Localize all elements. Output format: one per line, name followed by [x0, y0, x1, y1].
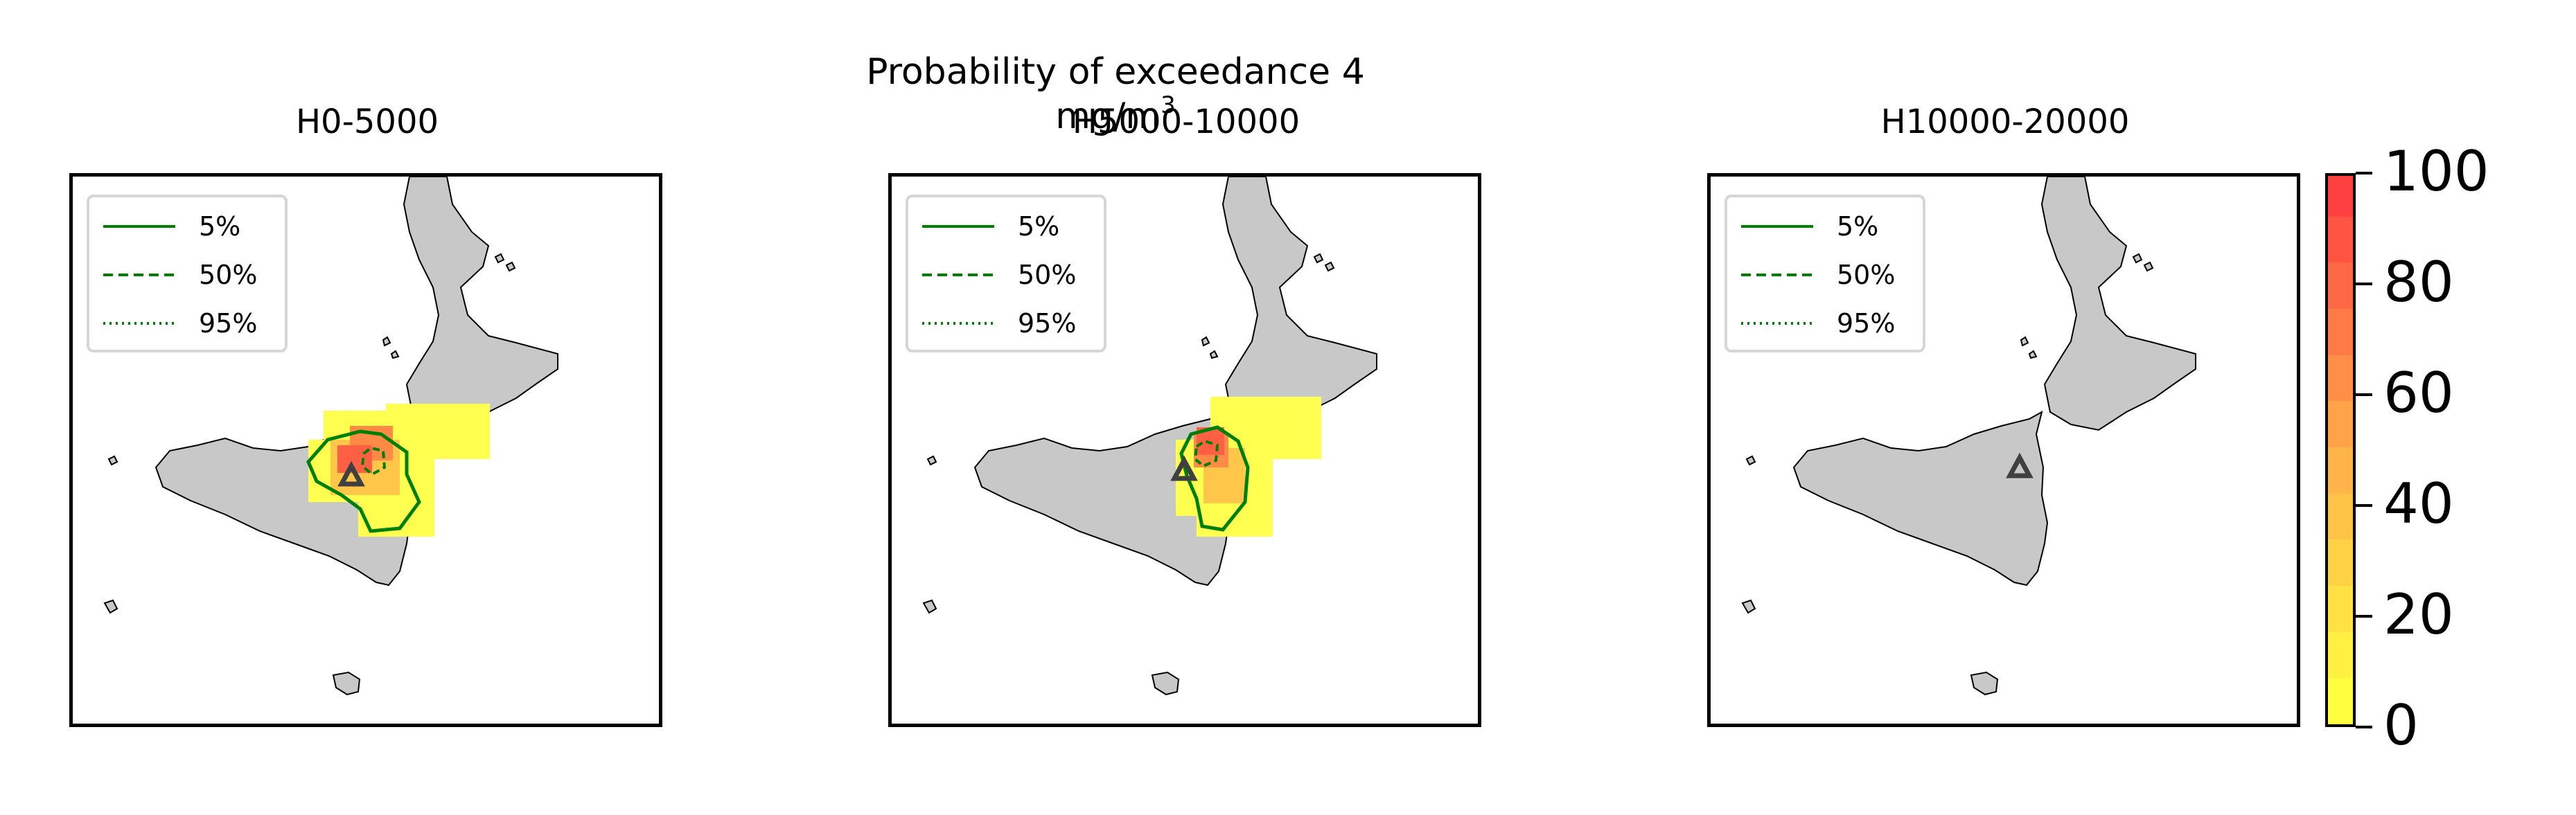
land-shape	[1792, 411, 2049, 586]
land-shape	[1201, 336, 1210, 347]
land-shape	[2020, 336, 2029, 347]
map-canvas-3	[1741, 177, 2196, 696]
colorbar-band	[2328, 447, 2353, 494]
land-shape	[107, 455, 118, 466]
land-shape	[505, 261, 516, 272]
land-shape	[2132, 253, 2143, 264]
legend-item-95: 95%	[103, 308, 258, 339]
colorbar-band	[2328, 354, 2353, 402]
vent-marker-2	[1170, 455, 1198, 481]
colorbar-tick-label: 0	[2383, 693, 2419, 758]
plume-2	[1176, 397, 1321, 537]
legend-item-50: 50%	[103, 260, 258, 290]
colorbar-tick	[2356, 726, 2372, 728]
land-shape	[1970, 671, 1999, 696]
vent-marker-3	[2006, 452, 2034, 478]
colorbar-tick-label: 60	[2383, 361, 2454, 425]
land-shape	[103, 599, 118, 614]
colorbar	[2325, 173, 2356, 727]
colorbar-band	[2328, 492, 2353, 540]
legend-1: 5% 50% 95%	[87, 195, 288, 352]
panel-title-2: H5000-10000	[1072, 102, 1300, 141]
colorbar-band	[2328, 308, 2353, 355]
colorbar-band	[2328, 539, 2353, 586]
colorbar-tick-label: 80	[2383, 250, 2454, 314]
figure-suptitle: Probability of exceedance 4 mg/m3	[866, 51, 1365, 137]
land-3	[1741, 177, 2196, 696]
legend-item-50: 50%	[1741, 260, 1896, 290]
legend-item-95: 95%	[1741, 308, 1896, 339]
colorbar-band	[2328, 585, 2353, 632]
map-panel-2[interactable]: 5% 50% 95%	[888, 173, 1481, 727]
land-shape	[332, 671, 361, 696]
vent-marker-1	[337, 460, 365, 487]
land-2	[922, 177, 1377, 696]
colorbar-band	[2328, 262, 2353, 309]
map-panel-3[interactable]: 5% 50% 95%	[1707, 173, 2300, 727]
colorbar-tick	[2356, 172, 2372, 174]
land-shape	[1313, 253, 1324, 264]
legend-item-5: 5%	[922, 211, 1060, 242]
colorbar-band	[2328, 176, 2353, 217]
land-shape	[1209, 350, 1219, 359]
colorbar-tick-label: 40	[2383, 472, 2454, 536]
map-canvas-2	[922, 177, 1377, 696]
land-shape	[1324, 261, 1335, 272]
legend-item-50: 50%	[922, 260, 1077, 290]
colorbar-tick	[2356, 283, 2372, 285]
colorbar-band	[2328, 400, 2353, 447]
colorbar-tick-label: 100	[2383, 139, 2489, 204]
land-shape	[1151, 671, 1180, 696]
land-shape	[1741, 599, 1756, 614]
panel-title-3: H10000-20000	[1880, 102, 2130, 141]
map-canvas-1	[103, 177, 558, 696]
land-shape	[403, 177, 558, 431]
land-shape	[2028, 350, 2038, 359]
colorbar-band	[2328, 631, 2353, 679]
legend-3: 5% 50% 95%	[1724, 195, 1925, 352]
land-shape	[390, 350, 400, 359]
legend-2: 5% 50% 95%	[906, 195, 1106, 352]
legend-item-5: 5%	[103, 211, 241, 242]
colorbar-tick	[2356, 504, 2372, 507]
colorbar-band	[2328, 215, 2353, 263]
legend-item-95: 95%	[922, 308, 1077, 339]
land-shape	[926, 455, 937, 466]
map-panel-1[interactable]: 5% 50% 95%	[69, 173, 662, 727]
land-shape	[2143, 261, 2154, 272]
legend-item-5: 5%	[1741, 211, 1879, 242]
colorbar-band	[2328, 677, 2353, 724]
land-shape	[2040, 177, 2196, 431]
land-shape	[1221, 177, 1377, 431]
colorbar-tick	[2356, 615, 2372, 618]
panel-title-1: H0-5000	[295, 102, 439, 141]
land-shape	[1745, 455, 1756, 466]
colorbar-tick-label: 20	[2383, 582, 2454, 647]
land-shape	[382, 336, 391, 347]
land-shape	[922, 599, 937, 614]
colorbar-tick	[2356, 393, 2372, 396]
land-shape	[494, 253, 505, 264]
plume-1	[306, 404, 490, 537]
